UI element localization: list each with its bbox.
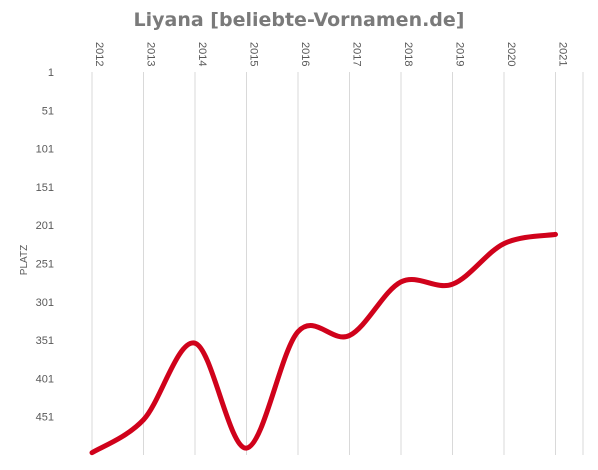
y-tick-label: 201 bbox=[36, 220, 54, 232]
y-tick-label: 351 bbox=[36, 335, 54, 347]
y-tick-label: 401 bbox=[36, 373, 54, 385]
gridlines bbox=[91, 72, 584, 455]
y-tick-label: 251 bbox=[36, 259, 54, 271]
series-layer bbox=[89, 231, 558, 456]
y-tick-label: 51 bbox=[42, 105, 54, 117]
y-tick-label: 151 bbox=[36, 182, 54, 194]
x-axis-ticks: 2012 2013 2014 2015 2016 2017 2018 2019 2020 2021 bbox=[93, 42, 569, 66]
y-tick-label: 101 bbox=[36, 144, 54, 156]
y-tick-label: 451 bbox=[36, 412, 54, 424]
x-tick-label: 2021 bbox=[557, 42, 569, 66]
x-tick-label: 2020 bbox=[505, 42, 517, 66]
x-tick-label: 2014 bbox=[196, 42, 208, 66]
x-tick-label: 2013 bbox=[145, 42, 157, 66]
x-tick-label: 2015 bbox=[248, 42, 260, 66]
y-axis-label: PLATZ bbox=[19, 245, 30, 275]
y-tick-label: 1 bbox=[48, 67, 54, 79]
x-tick-label: 2018 bbox=[402, 42, 414, 66]
x-tick-label: 2017 bbox=[351, 42, 363, 66]
chart-title: Liyana [beliebte-Vornamen.de] bbox=[134, 9, 465, 31]
y-tick-label: 301 bbox=[36, 297, 54, 309]
x-tick-label: 2016 bbox=[299, 42, 311, 66]
x-tick-label: 2012 bbox=[93, 42, 105, 66]
series-line bbox=[89, 231, 558, 456]
x-tick-label: 2019 bbox=[454, 42, 466, 66]
